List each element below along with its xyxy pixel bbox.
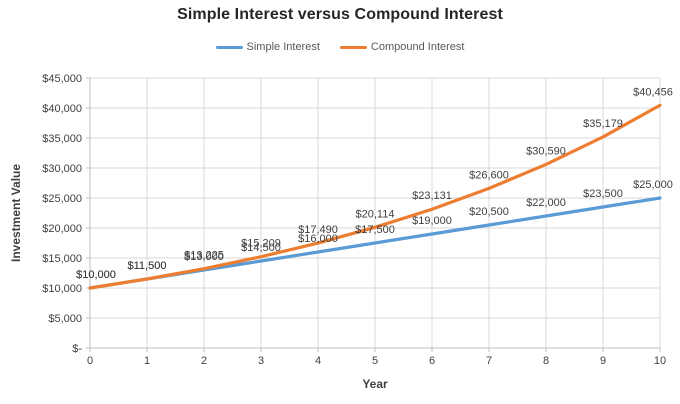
data-label: $35,179	[583, 118, 623, 130]
x-tick-label: 6	[429, 355, 435, 367]
legend-label-compound: Compound Interest	[370, 41, 465, 53]
data-label: $13,225	[184, 250, 224, 262]
x-tick-label: 3	[258, 355, 264, 367]
data-label: $20,500	[469, 206, 509, 218]
y-tick-label: $10,000	[42, 283, 82, 295]
x-tick-label: 9	[600, 355, 606, 367]
x-tick-label: 10	[654, 355, 666, 367]
data-label: $16,000	[298, 233, 338, 245]
y-tick-label: $20,000	[42, 223, 82, 235]
data-label: $23,500	[583, 188, 623, 200]
data-label: $13,000	[184, 251, 224, 263]
data-label: $11,500	[128, 260, 167, 272]
y-tick-label: $30,000	[42, 163, 82, 175]
data-label: $22,000	[526, 197, 566, 209]
data-label: $26,600	[469, 169, 509, 181]
x-tick-label: 8	[543, 355, 549, 367]
data-label: $30,590	[526, 145, 566, 157]
data-label: $23,131	[412, 190, 452, 202]
y-tick-label: $45,000	[42, 73, 82, 85]
data-label: $20,114	[356, 208, 395, 220]
data-label: $11,500	[128, 260, 167, 272]
data-label: $17,500	[355, 224, 395, 236]
x-tick-label: 4	[315, 355, 321, 367]
x-axis-title: Year	[362, 377, 388, 391]
data-label: $17,490	[298, 224, 338, 236]
y-tick-label: $35,000	[42, 133, 82, 145]
y-tick-label: $-	[72, 343, 82, 355]
x-tick-label: 2	[201, 355, 207, 367]
legend-item-simple-interest: Simple Interest	[215, 41, 320, 53]
data-label: $25,000	[633, 179, 673, 191]
data-label: $10,000	[76, 269, 116, 281]
legend-item-compound-interest: Compound Interest	[339, 41, 465, 53]
legend-line-swatch-simple	[215, 45, 243, 49]
y-tick-label: $5,000	[48, 313, 82, 325]
x-tick-label: 5	[372, 355, 378, 367]
legend: Simple Interest Compound Interest	[0, 41, 680, 53]
series-line-compound-interest	[88, 103, 662, 290]
data-label: $10,000	[76, 269, 116, 281]
y-tick-label: $40,000	[42, 103, 82, 115]
x-tick-label: 0	[87, 355, 93, 367]
x-tick-label: 1	[144, 355, 150, 367]
x-tick-label: 7	[486, 355, 492, 367]
chart-title: Simple Interest versus Compound Interest	[177, 6, 503, 23]
data-label: $15,209	[241, 238, 281, 250]
data-label: $14,500	[241, 242, 281, 254]
y-tick-label: $15,000	[42, 253, 82, 265]
y-tick-label: $25,000	[42, 193, 82, 205]
legend-line-swatch-compound	[339, 45, 367, 49]
data-label: $19,000	[412, 215, 452, 227]
legend-label-simple: Simple Interest	[246, 41, 320, 53]
data-label: $40,456	[633, 86, 673, 98]
